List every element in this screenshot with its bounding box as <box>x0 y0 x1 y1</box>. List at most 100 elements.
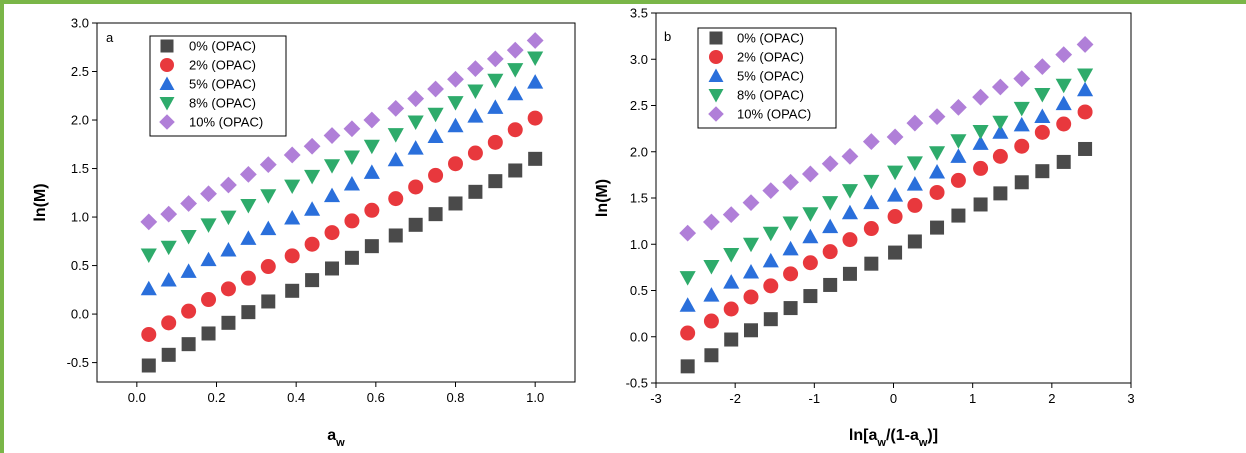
data-point <box>803 289 817 303</box>
y-tick-label: 0.0 <box>630 329 648 344</box>
x-tick-label: -3 <box>650 391 662 406</box>
data-point <box>407 90 424 107</box>
data-point <box>141 248 157 262</box>
data-point <box>723 206 740 223</box>
legend-marker <box>710 32 723 45</box>
data-point <box>200 218 216 232</box>
x-tick-label: 0.6 <box>367 390 385 405</box>
data-point <box>488 135 503 150</box>
data-point <box>823 244 838 259</box>
data-point <box>240 230 256 244</box>
data-point <box>140 214 157 231</box>
data-point <box>364 140 380 154</box>
data-point <box>324 188 340 202</box>
data-point <box>723 248 739 262</box>
data-point <box>260 221 276 235</box>
data-point <box>408 179 423 194</box>
data-point <box>763 253 779 267</box>
y-tick-label: 2.0 <box>630 144 648 159</box>
data-point <box>822 155 839 172</box>
data-point <box>724 333 738 347</box>
x-axis-title: ln[aw/(1-aw)] <box>849 427 938 449</box>
data-point <box>260 156 277 173</box>
x-tick-label: 0.8 <box>446 390 464 405</box>
data-point <box>930 185 945 200</box>
data-point <box>429 207 443 221</box>
data-point <box>364 203 379 218</box>
data-point <box>680 271 696 285</box>
data-point <box>993 186 1007 200</box>
data-point <box>365 239 379 253</box>
x-tick-label: -2 <box>729 391 741 406</box>
data-point <box>284 180 300 194</box>
data-point <box>1077 36 1094 53</box>
data-point <box>428 108 444 122</box>
data-point <box>408 116 424 130</box>
y-tick-label: 1.5 <box>71 161 89 176</box>
data-point <box>487 99 503 113</box>
data-point <box>802 166 819 183</box>
data-point <box>1034 88 1050 102</box>
data-point <box>802 229 818 243</box>
data-point <box>1078 104 1093 119</box>
data-point <box>142 359 156 373</box>
data-point <box>220 242 236 256</box>
data-point <box>1056 117 1071 132</box>
data-point <box>681 359 695 373</box>
legend: 0% (OPAC) 2% (OPAC) 5% (OPAC) 8% (OPAC) 10% … <box>150 36 286 136</box>
data-point <box>200 252 216 266</box>
legend-label: 0% (OPAC) <box>737 31 804 46</box>
data-point <box>389 228 403 242</box>
data-point <box>240 166 257 183</box>
data-point <box>344 150 360 164</box>
data-point <box>1013 70 1030 87</box>
data-point <box>863 175 879 189</box>
data-point <box>887 129 904 146</box>
y-tick-label: 2.5 <box>71 64 89 79</box>
y-axis-title: ln(M) <box>594 179 611 217</box>
data-point <box>202 326 216 340</box>
legend-label: 0% (OPAC) <box>189 39 256 54</box>
data-point <box>863 133 880 150</box>
data-point <box>304 170 320 184</box>
data-point <box>161 241 177 255</box>
data-point <box>972 89 989 106</box>
data-point <box>304 138 321 155</box>
data-point <box>888 209 903 224</box>
data-point <box>160 206 177 223</box>
data-point <box>221 316 235 330</box>
data-point <box>162 348 176 362</box>
data-point <box>508 163 522 177</box>
chart-panel-a: 0.0 0.2 0.4 0.6 0.8 1.0-0.50.00.51.01.52.02.5… <box>32 16 575 450</box>
data-point <box>1035 164 1049 178</box>
data-point <box>930 221 944 235</box>
data-point <box>1078 142 1092 156</box>
data-point <box>181 263 197 277</box>
panel-label: a <box>106 30 114 45</box>
data-point <box>200 185 217 202</box>
y-tick-label: 1.0 <box>71 210 89 225</box>
data-point <box>842 232 857 247</box>
x-tick-label: 1 <box>969 391 976 406</box>
data-point <box>764 312 778 326</box>
data-point <box>468 146 483 161</box>
data-point <box>325 261 339 275</box>
y-tick-label: 0.0 <box>71 307 89 322</box>
chart-panel-b: -3 -2 -1 0 1 2 3-0.50.00.51.01.52.02.53.03.5ln… <box>594 6 1135 450</box>
data-point <box>743 264 759 278</box>
data-point <box>864 257 878 271</box>
data-point <box>241 305 255 319</box>
data-point <box>388 191 403 206</box>
data-point <box>992 79 1009 96</box>
data-point <box>951 173 966 188</box>
data-point <box>1056 96 1072 110</box>
series-0 <box>142 152 542 373</box>
data-point <box>950 134 966 148</box>
y-tick-label: 3.5 <box>630 6 648 21</box>
data-point <box>141 281 157 295</box>
data-point <box>487 51 504 68</box>
data-point <box>284 147 301 164</box>
data-point <box>1014 117 1030 131</box>
legend-label: 8% (OPAC) <box>737 88 804 103</box>
